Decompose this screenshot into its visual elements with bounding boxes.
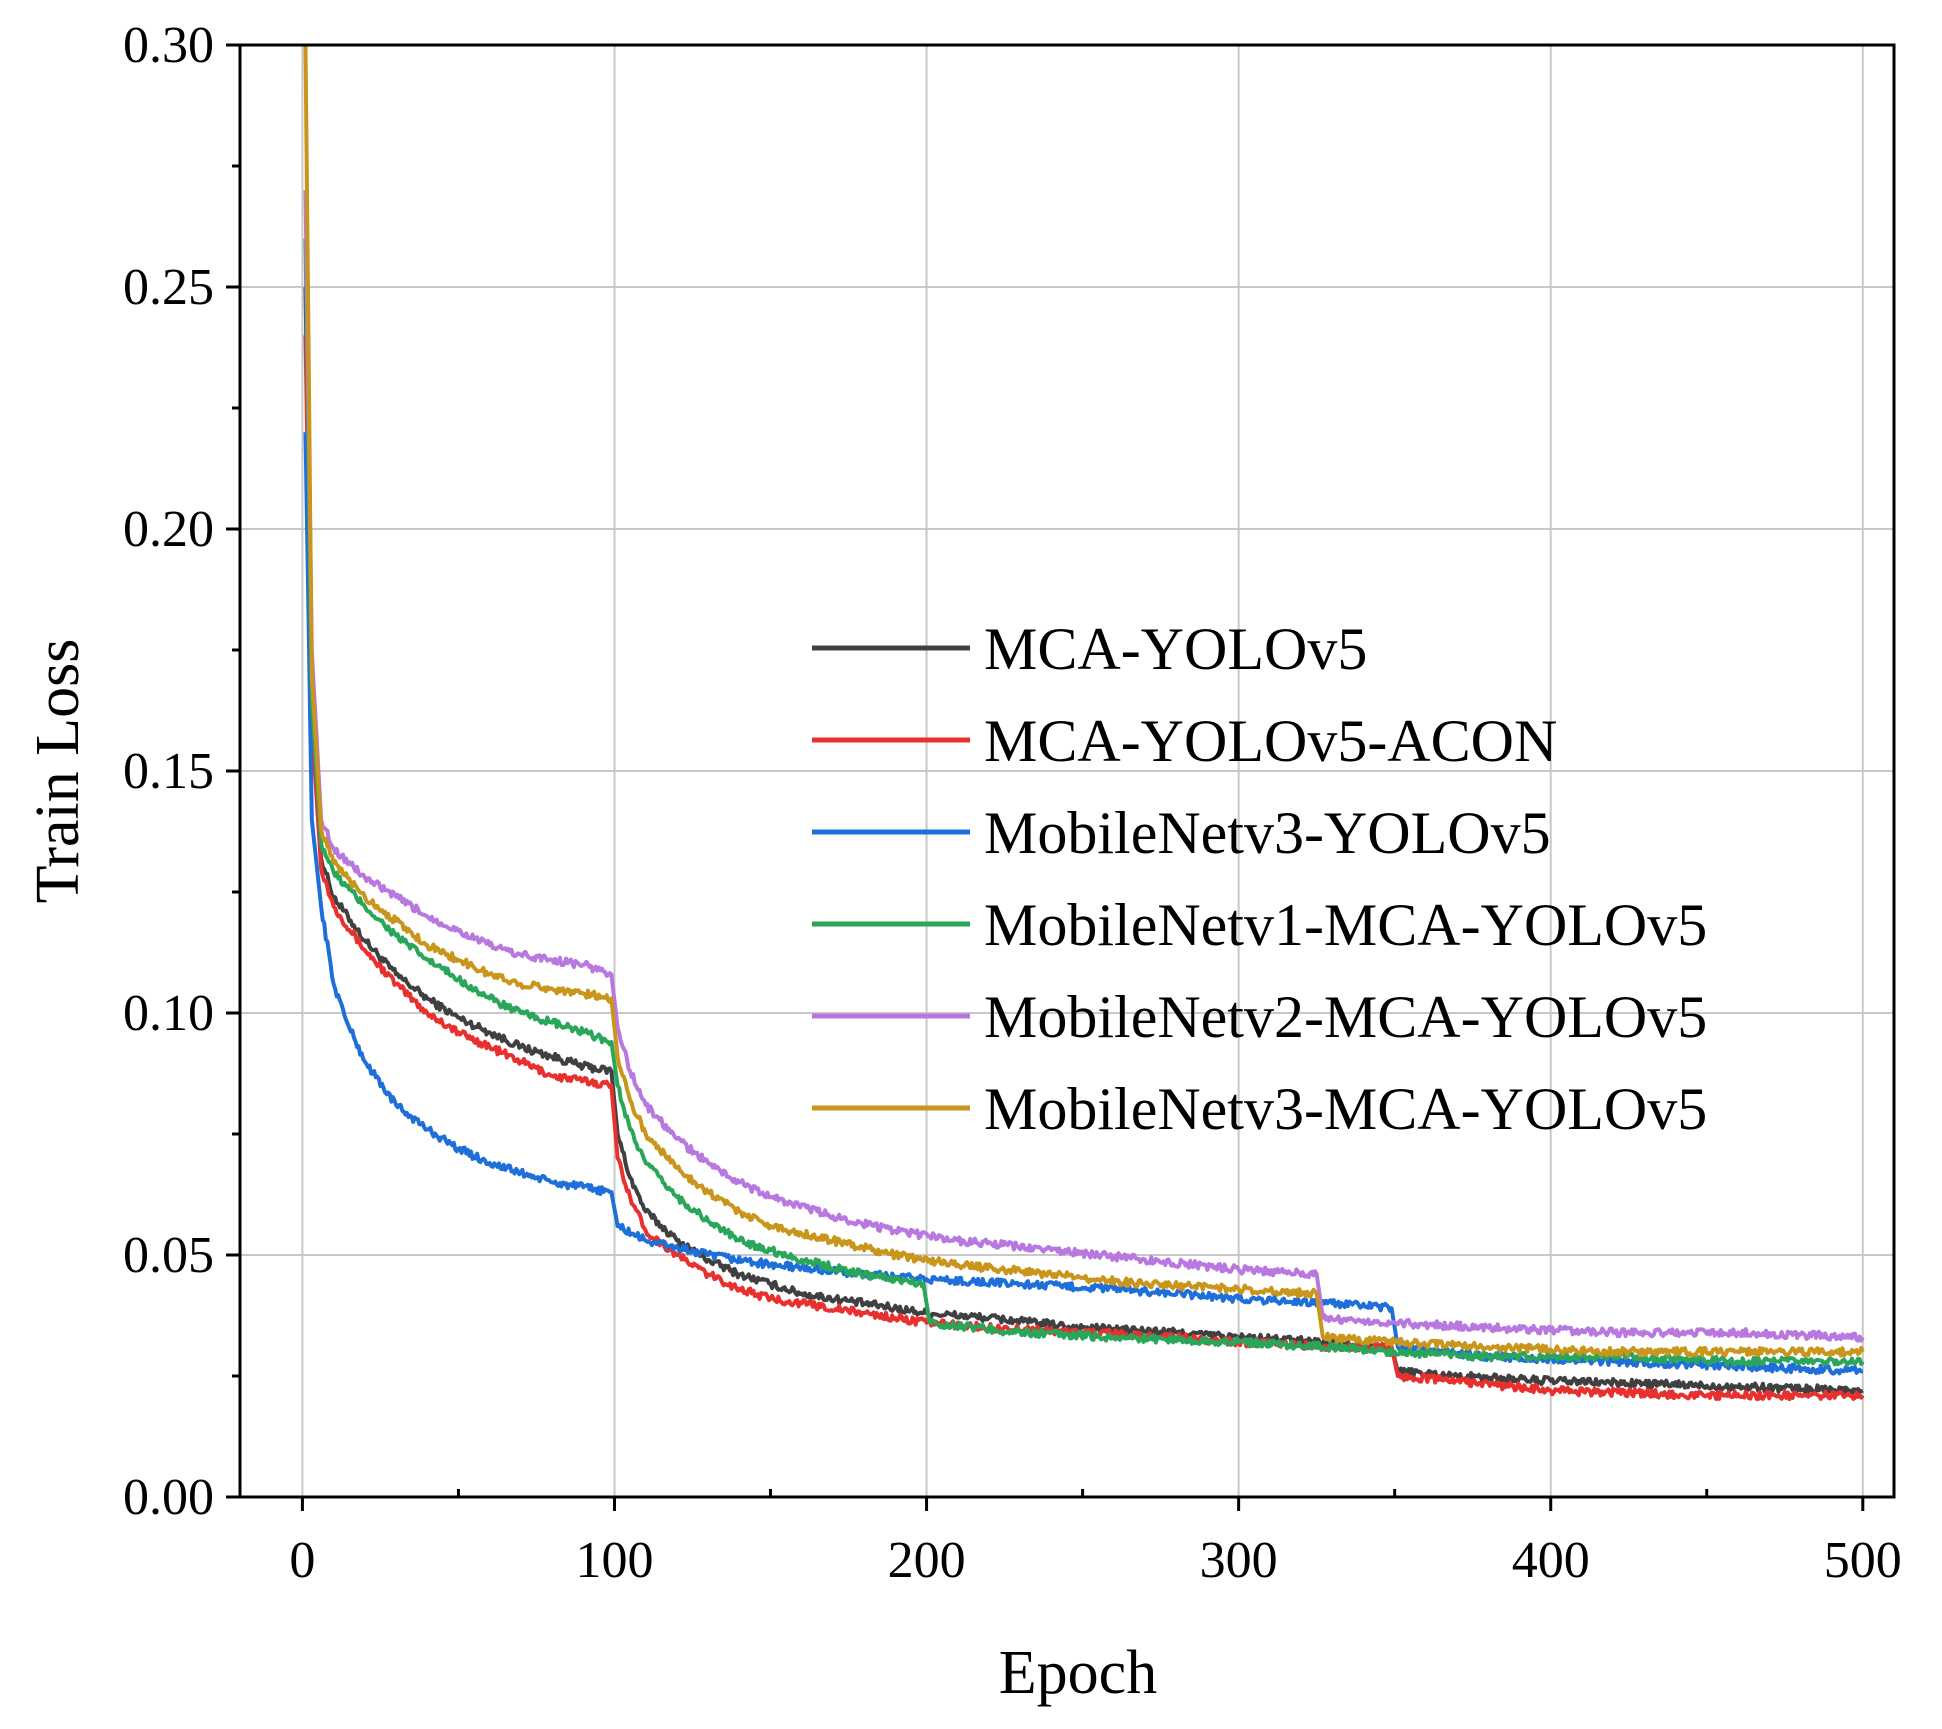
y-axis-title: Train Loss — [24, 639, 92, 904]
y-tick-label: 0.00 — [123, 1469, 214, 1526]
y-tick-label: 0.15 — [123, 743, 214, 800]
y-tick-label: 0.05 — [123, 1227, 214, 1284]
x-tick-label: 100 — [575, 1532, 653, 1589]
legend: MCA-YOLOv5 MCA-YOLOv5-ACON MobileNetv3-YOL… — [812, 616, 1707, 1142]
x-tick-label: 400 — [1512, 1532, 1590, 1589]
legend-label: MCA-YOLOv5-ACON — [984, 708, 1557, 774]
legend-label: MobileNetv1-MCA-YOLOv5 — [984, 892, 1707, 958]
legend-label: MobileNetv2-MCA-YOLOv5 — [984, 984, 1707, 1050]
legend-label: MobileNetv3-YOLOv5 — [984, 800, 1551, 866]
grid — [240, 45, 1894, 1497]
series-line-1 — [303, 286, 1864, 1396]
x-tick-label: 500 — [1824, 1532, 1902, 1589]
series-line-3 — [303, 432, 1864, 1376]
y-tick-label: 0.25 — [123, 259, 214, 316]
x-axis-title: Epoch — [999, 1639, 1157, 1707]
series-line-6 — [303, 44, 1865, 1358]
legend-label: MobileNetv3-MCA-YOLOv5 — [984, 1076, 1707, 1142]
axis-ticks — [226, 43, 1865, 1511]
series-lines — [303, 44, 1865, 1402]
y-tick-label: 0.20 — [123, 501, 214, 558]
x-tick-label: 0 — [289, 1532, 315, 1589]
y-tick-label: 0.10 — [123, 985, 214, 1042]
series-line-5 — [303, 190, 1865, 1343]
y-tick-labels: 0.00 0.05 0.10 0.15 0.20 0.25 0.30 — [123, 17, 214, 1526]
x-tick-label: 300 — [1200, 1532, 1278, 1589]
x-tick-labels: 0 100 200 300 400 500 — [289, 1532, 1901, 1589]
x-tick-label: 200 — [888, 1532, 966, 1589]
series-line-2 — [303, 335, 1865, 1402]
legend-label: MCA-YOLOv5 — [984, 616, 1367, 682]
y-tick-label: 0.30 — [123, 17, 214, 74]
